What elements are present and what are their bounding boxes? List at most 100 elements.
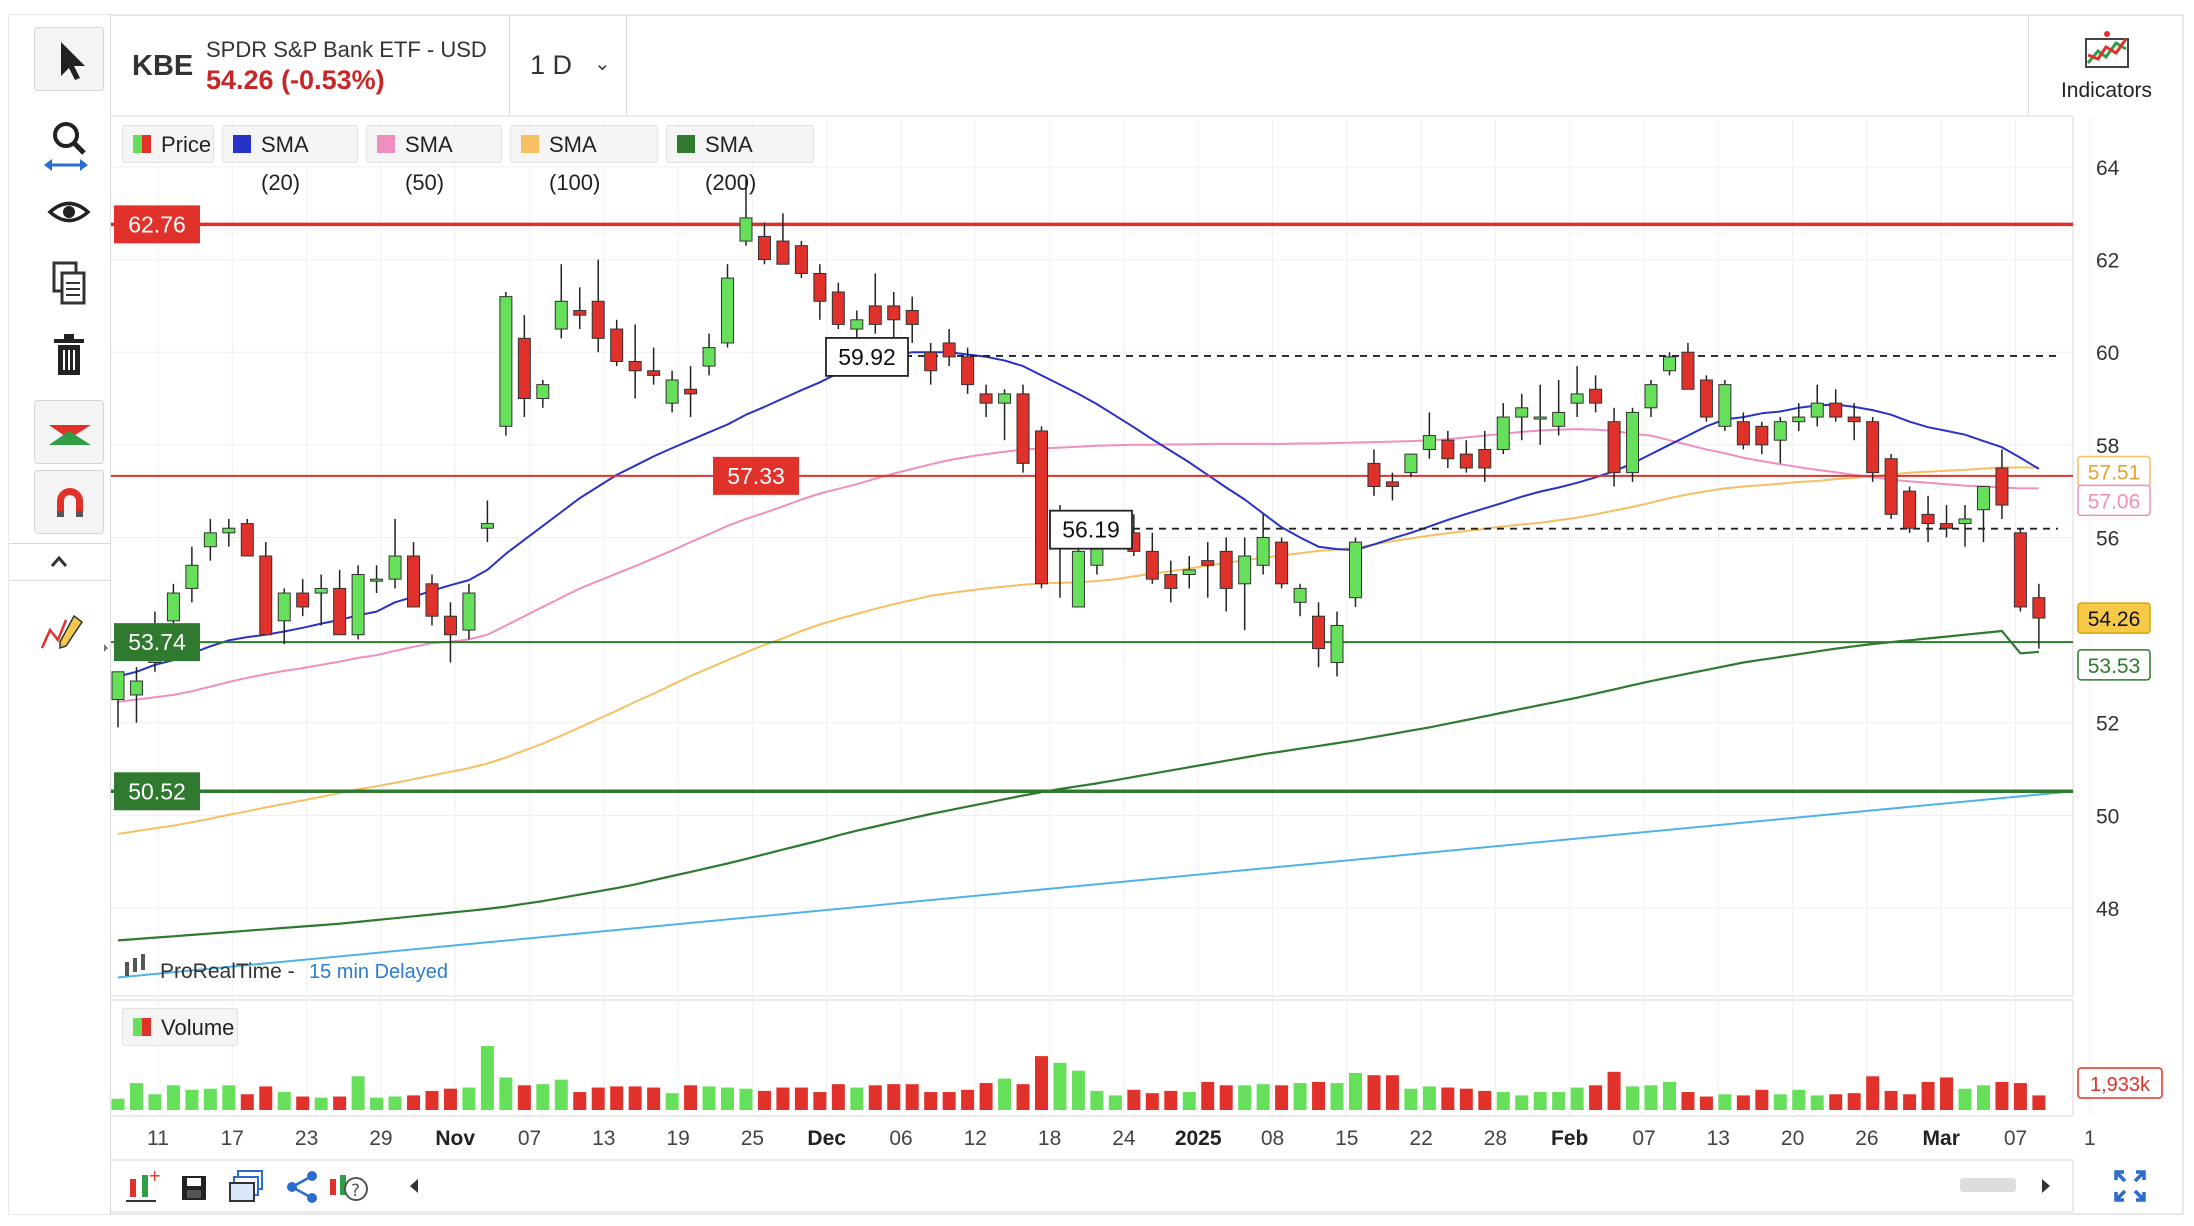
candle-body — [573, 310, 587, 316]
zoom-tool-button[interactable] — [34, 113, 104, 173]
axis-badge-label: 53.53 — [2088, 655, 2141, 678]
x-tick-label: Mar — [1923, 1127, 1960, 1150]
volume-bar — [111, 1098, 125, 1110]
volume-bar — [1921, 1081, 1935, 1110]
candle-body — [905, 310, 919, 325]
candle-body — [1681, 351, 1695, 390]
volume-bar — [296, 1096, 310, 1110]
candle-body — [517, 337, 531, 400]
candle-body — [684, 388, 698, 395]
candle-body — [1219, 550, 1233, 589]
candle-body — [462, 592, 476, 631]
chart-style-button[interactable] — [34, 400, 104, 464]
price-change: 54.26 (-0.53%) — [206, 65, 385, 95]
candle-body — [407, 555, 421, 608]
volume-bar — [222, 1085, 236, 1110]
candle-body — [813, 272, 827, 302]
candle-body — [1958, 518, 1972, 525]
candle-body — [924, 351, 938, 372]
volume-bar — [1976, 1085, 1990, 1110]
sma200-swatch-icon — [677, 135, 695, 153]
chart-style-icon — [49, 425, 91, 445]
alert-help-icon[interactable]: ? — [326, 1167, 372, 1207]
x-tick-label: 13 — [1707, 1127, 1730, 1150]
legend-item-sma20[interactable]: SMA (20) — [222, 125, 358, 195]
volume-bar — [1312, 1081, 1326, 1110]
volume-bar — [850, 1087, 864, 1110]
candle-body — [868, 305, 882, 325]
delete-button[interactable] — [34, 328, 104, 388]
candle-body — [850, 319, 864, 330]
add-chart-icon[interactable]: + — [122, 1167, 162, 1207]
volume-bar — [462, 1087, 476, 1110]
x-tick-label: 17 — [221, 1127, 244, 1150]
scroll-left-icon[interactable] — [402, 1171, 426, 1201]
candle-body — [1367, 462, 1381, 488]
x-tick-label: 1 — [2084, 1127, 2096, 1150]
candle-body — [1441, 439, 1455, 460]
legend-item-sma50[interactable]: SMA (50) — [366, 125, 502, 195]
volume-bar — [1219, 1085, 1233, 1110]
share-icon[interactable] — [282, 1167, 322, 1207]
candle-body — [1145, 550, 1159, 580]
volume-bar — [1090, 1090, 1104, 1110]
volume-bar — [1238, 1085, 1252, 1110]
volume-bar — [517, 1085, 531, 1110]
timeframe-select[interactable]: 1 D ⌄ — [512, 15, 627, 115]
volume-bar — [499, 1077, 513, 1110]
scrollbar-thumb[interactable] — [1960, 1178, 2016, 1192]
copy-icon — [52, 261, 86, 305]
eye-icon — [47, 201, 91, 223]
legend-item-price[interactable]: Price — [122, 125, 214, 163]
volume-bar — [1441, 1087, 1455, 1110]
x-tick-label: 24 — [1112, 1127, 1136, 1150]
chevron-down-icon: ⌄ — [594, 53, 611, 75]
magnet-button[interactable] — [34, 470, 104, 534]
save-icon[interactable] — [176, 1170, 212, 1206]
candle-body — [1903, 490, 1917, 529]
indicators-button[interactable]: Indicators — [2028, 15, 2183, 115]
price-level-label: 50.52 — [128, 778, 186, 804]
price-level-badge — [114, 205, 200, 244]
volume-bar — [1164, 1090, 1178, 1110]
y-axis-ticks: 48 50 52 56 58 60 62 64 — [2096, 157, 2120, 921]
volume-bar — [1145, 1093, 1159, 1110]
candle-body — [259, 555, 273, 636]
timeframe-value: 1 D — [530, 50, 573, 80]
candle-body — [1533, 416, 1547, 420]
candle-body — [1940, 523, 1954, 529]
layout-windows-icon[interactable] — [226, 1167, 270, 1207]
fullscreen-icon[interactable] — [2110, 1166, 2150, 1206]
candle-body — [1847, 416, 1861, 423]
legend-item-sma200[interactable]: SMA (200) — [666, 125, 814, 195]
x-tick-label: 06 — [889, 1127, 912, 1150]
source-delay: 15 min Delayed — [309, 961, 448, 983]
y-tick-label: 58 — [2096, 435, 2119, 458]
level-badges: 62.76 57.33 53.74 50.52 59.92 56.19 57.51 57.06… — [114, 205, 2163, 1099]
volume-bar — [1330, 1083, 1344, 1110]
time-scrollbar[interactable] — [435, 1181, 2015, 1191]
annotation-box — [825, 337, 909, 377]
scroll-right-icon[interactable] — [2034, 1171, 2058, 1201]
visibility-button[interactable] — [34, 187, 104, 237]
volume-bar — [684, 1085, 698, 1110]
drawing-tool-button[interactable] — [34, 600, 108, 660]
candle-body — [998, 393, 1012, 404]
copy-button[interactable] — [34, 255, 104, 315]
zoom-icon — [44, 122, 88, 171]
axis-badge — [2077, 649, 2151, 681]
chevron-up-icon — [50, 555, 68, 567]
candle-body — [203, 532, 217, 548]
candle-body — [1478, 448, 1492, 469]
volume-bar — [1773, 1094, 1787, 1110]
candle-body — [1866, 421, 1880, 474]
legend-label: SMA (200) — [705, 132, 757, 195]
legend-item-sma100[interactable]: SMA (100) — [510, 125, 658, 195]
cursor-tool-button[interactable] — [34, 27, 104, 91]
collapse-toolbar-button[interactable] — [9, 543, 110, 581]
legend-item-volume[interactable]: Volume — [122, 1008, 238, 1046]
candle-body — [665, 379, 679, 404]
volume-bar — [554, 1079, 568, 1110]
candle-body — [1589, 388, 1603, 404]
candle-body — [370, 578, 384, 582]
